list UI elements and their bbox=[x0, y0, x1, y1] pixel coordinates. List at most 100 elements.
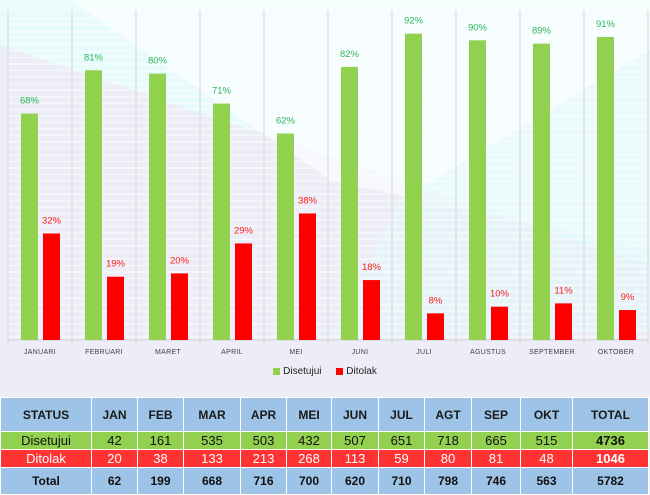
cell: 20 bbox=[91, 449, 138, 468]
data-label: 89% bbox=[532, 26, 552, 37]
chart-legend: Disetujui Ditolak bbox=[0, 366, 650, 378]
data-label: 8% bbox=[429, 295, 443, 306]
row-total-cell: 4736 bbox=[572, 431, 649, 450]
cell: 700 bbox=[286, 467, 332, 495]
cell: 113 bbox=[331, 449, 379, 468]
header-mar: MAR bbox=[183, 397, 241, 432]
bar-ditolak-februari bbox=[107, 276, 124, 340]
cell: 48 bbox=[520, 449, 573, 468]
table-row-disetujui: Disetujui 42 161 535 503 432 507 651 718… bbox=[0, 431, 649, 450]
legend-item-disetujui: Disetujui bbox=[273, 366, 322, 377]
row-total-cell: 5782 bbox=[572, 467, 649, 495]
x-tick-label: FEBRUARI bbox=[85, 349, 123, 356]
x-tick-label: APRIL bbox=[221, 349, 243, 356]
bar-ditolak-oktober bbox=[619, 310, 636, 340]
data-label: 80% bbox=[148, 56, 168, 67]
header-jan: JAN bbox=[91, 397, 138, 432]
bar-disetujui-juli bbox=[405, 33, 422, 340]
bar-disetujui-juni bbox=[341, 66, 358, 340]
row-status: Total bbox=[0, 467, 92, 495]
row-status: Ditolak bbox=[0, 449, 92, 468]
bar-disetujui-maret bbox=[149, 73, 166, 340]
bar-disetujui-agustus bbox=[469, 40, 486, 341]
bar-ditolak-juni bbox=[363, 280, 380, 340]
header-feb: FEB bbox=[137, 397, 184, 432]
data-label: 91% bbox=[596, 19, 616, 30]
header-okt: OKT bbox=[520, 397, 573, 432]
legend-label: Ditolak bbox=[346, 366, 377, 377]
x-tick-label: OKTOBER bbox=[598, 349, 634, 356]
x-tick-label: MEI bbox=[289, 349, 302, 356]
bar-ditolak-september bbox=[555, 303, 572, 340]
legend-swatch-disetujui bbox=[273, 368, 281, 375]
data-label: 82% bbox=[340, 49, 360, 60]
bar-ditolak-agustus bbox=[491, 306, 508, 340]
table-row-total: Total 62 199 668 716 700 620 710 798 746… bbox=[0, 467, 649, 495]
data-label: 81% bbox=[84, 52, 104, 63]
data-label: 19% bbox=[106, 259, 126, 270]
cell: 668 bbox=[183, 467, 241, 495]
data-label: 62% bbox=[276, 116, 296, 127]
cell: 503 bbox=[240, 431, 287, 450]
cell: 563 bbox=[520, 467, 573, 495]
bar-disetujui-oktober bbox=[597, 36, 614, 340]
cell: 199 bbox=[137, 467, 184, 495]
cell: 42 bbox=[91, 431, 138, 450]
data-label: 68% bbox=[20, 96, 40, 107]
row-total-cell: 1046 bbox=[572, 449, 649, 468]
header-jun: JUN bbox=[331, 397, 379, 432]
cell: 651 bbox=[378, 431, 425, 450]
x-tick-label: MARET bbox=[155, 349, 181, 356]
legend-label: Disetujui bbox=[283, 366, 322, 377]
data-label: 11% bbox=[554, 285, 573, 296]
data-label: 90% bbox=[468, 22, 488, 33]
x-tick-label: AGUSTUS bbox=[470, 349, 506, 356]
data-label: 29% bbox=[234, 225, 254, 236]
data-label: 71% bbox=[212, 86, 232, 97]
cell: 133 bbox=[183, 449, 241, 468]
x-tick-label: JULI bbox=[416, 349, 432, 356]
header-apr: APR bbox=[240, 397, 287, 432]
data-label: 9% bbox=[621, 292, 635, 303]
data-label: 18% bbox=[362, 262, 382, 273]
header-jul: JUL bbox=[378, 397, 425, 432]
data-label: 38% bbox=[298, 195, 318, 206]
data-label: 92% bbox=[404, 16, 424, 27]
cell: 507 bbox=[331, 431, 379, 450]
header-mei: MEI bbox=[286, 397, 332, 432]
cell: 718 bbox=[424, 431, 472, 450]
table-header-row: STATUS JAN FEB MAR APR MEI JUN JUL AGT S… bbox=[0, 397, 649, 432]
cell: 213 bbox=[240, 449, 287, 468]
bar-ditolak-juli bbox=[427, 313, 444, 340]
x-tick-labels: JANUARI FEBRUARI MARET APRIL MEI JUNI JULI AGUS… bbox=[24, 349, 634, 356]
cell: 161 bbox=[137, 431, 184, 450]
cell: 535 bbox=[183, 431, 241, 450]
cell: 716 bbox=[240, 467, 287, 495]
bar-disetujui-januari bbox=[21, 113, 38, 340]
data-labels: 68% 81% 80% 71% 62% 82% 92% 90% 89% 91% 32% 19% 20% 2… bbox=[20, 16, 635, 307]
legend-swatch-ditolak bbox=[336, 368, 344, 375]
bar-ditolak-april bbox=[235, 243, 252, 340]
bar-chart: 68% 81% 80% 71% 62% 82% 92% 90% 89% 91% 32% 19% 20% 2… bbox=[7, 10, 649, 356]
header-agt: AGT bbox=[424, 397, 472, 432]
cell: 746 bbox=[471, 467, 521, 495]
bar-ditolak-januari bbox=[43, 233, 60, 340]
bar-disetujui-mei bbox=[277, 133, 294, 340]
legend-item-ditolak: Ditolak bbox=[336, 366, 377, 377]
vertical-gridlines bbox=[7, 10, 649, 344]
bar-ditolak-mei bbox=[299, 213, 316, 340]
x-tick-label: JANUARI bbox=[24, 349, 56, 356]
cell: 665 bbox=[471, 431, 521, 450]
header-sep: SEP bbox=[471, 397, 521, 432]
cell: 80 bbox=[424, 449, 472, 468]
bar-disetujui-september bbox=[533, 43, 550, 340]
row-status: Disetujui bbox=[0, 431, 92, 450]
cell: 798 bbox=[424, 467, 472, 495]
bar-disetujui-februari bbox=[85, 70, 102, 341]
bar-disetujui-april bbox=[213, 103, 230, 340]
cell: 515 bbox=[520, 431, 573, 450]
x-tick-label: SEPTEMBER bbox=[529, 349, 575, 356]
cell: 81 bbox=[471, 449, 521, 468]
data-label: 32% bbox=[42, 215, 62, 226]
data-label: 10% bbox=[490, 289, 510, 300]
